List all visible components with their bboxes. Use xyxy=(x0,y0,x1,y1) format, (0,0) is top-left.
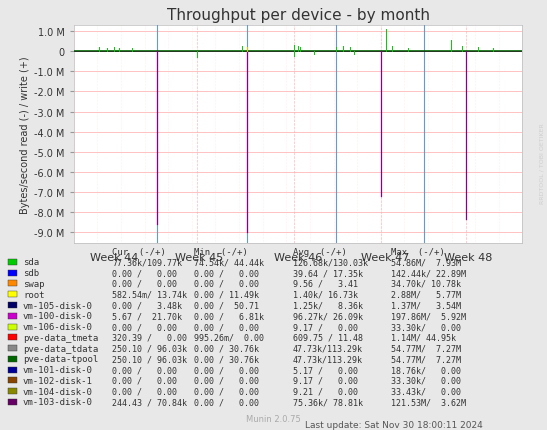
Text: 0.00 /   0.00: 0.00 / 0.00 xyxy=(112,366,177,374)
Text: 54.77M/  7.27M: 54.77M/ 7.27M xyxy=(391,355,461,363)
Text: pve-data_tdata: pve-data_tdata xyxy=(23,344,98,353)
Text: 0.00 /   0.00: 0.00 / 0.00 xyxy=(194,322,259,331)
Text: 33.30k/   0.00: 33.30k/ 0.00 xyxy=(391,322,461,331)
Text: vm-105-disk-0: vm-105-disk-0 xyxy=(23,301,93,310)
Text: swap: swap xyxy=(23,280,44,288)
Text: Last update: Sat Nov 30 18:00:11 2024: Last update: Sat Nov 30 18:00:11 2024 xyxy=(305,420,482,429)
Text: 39.64 / 17.35k: 39.64 / 17.35k xyxy=(293,269,363,277)
Text: 9.17 /   0.00: 9.17 / 0.00 xyxy=(293,376,358,385)
Text: 9.56 /   3.41: 9.56 / 3.41 xyxy=(293,280,358,288)
Text: vm-106-disk-0: vm-106-disk-0 xyxy=(23,322,93,331)
Text: 250.10 / 96.03k: 250.10 / 96.03k xyxy=(112,355,187,363)
Text: sdb: sdb xyxy=(23,269,39,277)
Text: 0.00 /   0.00: 0.00 / 0.00 xyxy=(112,269,177,277)
Text: 0.00 /   0.00: 0.00 / 0.00 xyxy=(112,280,177,288)
Text: 34.70k/ 10.78k: 34.70k/ 10.78k xyxy=(391,280,461,288)
Text: pve-data_tmeta: pve-data_tmeta xyxy=(23,333,98,342)
Text: 96.27k/ 26.09k: 96.27k/ 26.09k xyxy=(293,312,363,320)
Text: 74.54k/ 44.44k: 74.54k/ 44.44k xyxy=(194,258,264,267)
Text: 47.73k/113.29k: 47.73k/113.29k xyxy=(293,344,363,353)
Text: 1.40k/ 16.73k: 1.40k/ 16.73k xyxy=(293,290,358,299)
Text: vm-103-disk-0: vm-103-disk-0 xyxy=(23,398,93,406)
Text: 0.00 /   3.48k: 0.00 / 3.48k xyxy=(112,301,182,310)
Text: 33.30k/   0.00: 33.30k/ 0.00 xyxy=(391,376,461,385)
Text: Cur  (-/+): Cur (-/+) xyxy=(112,247,166,256)
Text: 0.00 /   0.00: 0.00 / 0.00 xyxy=(194,280,259,288)
Text: 2.88M/   5.77M: 2.88M/ 5.77M xyxy=(391,290,461,299)
Text: 1.37M/   3.54M: 1.37M/ 3.54M xyxy=(391,301,461,310)
Text: 75.36k/ 78.81k: 75.36k/ 78.81k xyxy=(293,398,363,406)
Text: 582.54m/ 13.74k: 582.54m/ 13.74k xyxy=(112,290,187,299)
Text: 0.00 /   0.00: 0.00 / 0.00 xyxy=(194,387,259,396)
Text: 121.53M/  3.62M: 121.53M/ 3.62M xyxy=(391,398,466,406)
Text: 5.17 /   0.00: 5.17 / 0.00 xyxy=(293,366,358,374)
Text: 320.39 /   0.00: 320.39 / 0.00 xyxy=(112,333,187,342)
Text: 0.00 / 30.76k: 0.00 / 30.76k xyxy=(194,344,259,353)
Text: 0.00 /   0.00: 0.00 / 0.00 xyxy=(112,322,177,331)
Text: 0.00 /   0.00: 0.00 / 0.00 xyxy=(194,269,259,277)
Text: Munin 2.0.75: Munin 2.0.75 xyxy=(246,414,301,423)
Text: RRDTOOL / TOBI OETIKER: RRDTOOL / TOBI OETIKER xyxy=(539,123,544,204)
Text: 1.25k/   8.36k: 1.25k/ 8.36k xyxy=(293,301,363,310)
Text: 609.75 / 11.48: 609.75 / 11.48 xyxy=(293,333,363,342)
Text: 0.00 /   0.00: 0.00 / 0.00 xyxy=(194,376,259,385)
Text: root: root xyxy=(23,290,44,299)
Text: 0.00 / 11.49k: 0.00 / 11.49k xyxy=(194,290,259,299)
Text: vm-104-disk-0: vm-104-disk-0 xyxy=(23,387,93,396)
Text: 18.76k/   0.00: 18.76k/ 0.00 xyxy=(391,366,461,374)
Text: 244.43 / 70.84k: 244.43 / 70.84k xyxy=(112,398,187,406)
Text: 77.36k/109.77k: 77.36k/109.77k xyxy=(112,258,182,267)
Text: 0.00 /   0.00: 0.00 / 0.00 xyxy=(194,398,259,406)
Text: 54.77M/  7.27M: 54.77M/ 7.27M xyxy=(391,344,461,353)
Text: Max  (-/+): Max (-/+) xyxy=(391,247,445,256)
Text: 0.00 / 30.76k: 0.00 / 30.76k xyxy=(194,355,259,363)
Text: 5.67 /  21.70k: 5.67 / 21.70k xyxy=(112,312,182,320)
Text: 197.86M/  5.92M: 197.86M/ 5.92M xyxy=(391,312,466,320)
Text: pve-data-tpool: pve-data-tpool xyxy=(23,355,98,363)
Text: 0.00 /   0.00: 0.00 / 0.00 xyxy=(112,387,177,396)
Text: 47.73k/113.29k: 47.73k/113.29k xyxy=(293,355,363,363)
Text: sda: sda xyxy=(23,258,39,267)
Text: 250.10 / 96.03k: 250.10 / 96.03k xyxy=(112,344,187,353)
Text: 0.00 /   0.00: 0.00 / 0.00 xyxy=(194,366,259,374)
Text: 142.44k/ 22.89M: 142.44k/ 22.89M xyxy=(391,269,466,277)
Text: 0.00 /  50.71: 0.00 / 50.71 xyxy=(194,301,259,310)
Text: vm-102-disk-1: vm-102-disk-1 xyxy=(23,376,93,385)
Text: 0.00 /   6.81k: 0.00 / 6.81k xyxy=(194,312,264,320)
Y-axis label: Bytes/second read (-) / write (+): Bytes/second read (-) / write (+) xyxy=(20,56,30,213)
Text: 126.68k/130.03k: 126.68k/130.03k xyxy=(293,258,368,267)
Text: 9.21 /   0.00: 9.21 / 0.00 xyxy=(293,387,358,396)
Text: vm-101-disk-0: vm-101-disk-0 xyxy=(23,366,93,374)
Text: 1.14M/ 44.95k: 1.14M/ 44.95k xyxy=(391,333,456,342)
Text: 33.43k/   0.00: 33.43k/ 0.00 xyxy=(391,387,461,396)
Text: vm-100-disk-0: vm-100-disk-0 xyxy=(23,312,93,320)
Text: 995.26m/  0.00: 995.26m/ 0.00 xyxy=(194,333,264,342)
Title: Throughput per device - by month: Throughput per device - by month xyxy=(167,8,429,23)
Text: Min  (-/+): Min (-/+) xyxy=(194,247,248,256)
Text: 0.00 /   0.00: 0.00 / 0.00 xyxy=(112,376,177,385)
Text: Avg  (-/+): Avg (-/+) xyxy=(293,247,346,256)
Text: 9.17 /   0.00: 9.17 / 0.00 xyxy=(293,322,358,331)
Text: 54.86M/  7.93M: 54.86M/ 7.93M xyxy=(391,258,461,267)
